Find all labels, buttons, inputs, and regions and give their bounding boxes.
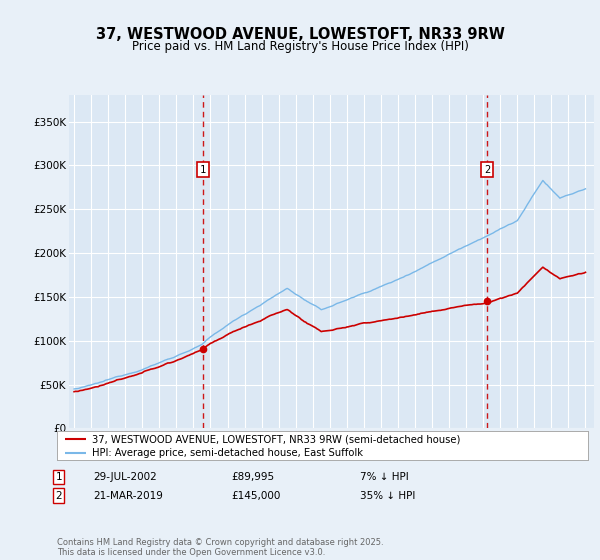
Text: Price paid vs. HM Land Registry's House Price Index (HPI): Price paid vs. HM Land Registry's House … (131, 40, 469, 53)
Text: 21-MAR-2019: 21-MAR-2019 (93, 491, 163, 501)
Text: HPI: Average price, semi-detached house, East Suffolk: HPI: Average price, semi-detached house,… (92, 448, 362, 458)
Text: 37, WESTWOOD AVENUE, LOWESTOFT, NR33 9RW: 37, WESTWOOD AVENUE, LOWESTOFT, NR33 9RW (95, 27, 505, 42)
Text: 1: 1 (55, 472, 62, 482)
Text: £89,995: £89,995 (231, 472, 274, 482)
Text: 2: 2 (55, 491, 62, 501)
Text: £145,000: £145,000 (231, 491, 280, 501)
Text: 29-JUL-2002: 29-JUL-2002 (93, 472, 157, 482)
Text: 1: 1 (200, 165, 206, 175)
Text: Contains HM Land Registry data © Crown copyright and database right 2025.
This d: Contains HM Land Registry data © Crown c… (57, 538, 383, 557)
Text: 37, WESTWOOD AVENUE, LOWESTOFT, NR33 9RW (semi-detached house): 37, WESTWOOD AVENUE, LOWESTOFT, NR33 9RW… (92, 435, 460, 444)
Text: 7% ↓ HPI: 7% ↓ HPI (360, 472, 409, 482)
Text: 35% ↓ HPI: 35% ↓ HPI (360, 491, 415, 501)
Text: 2: 2 (484, 165, 490, 175)
